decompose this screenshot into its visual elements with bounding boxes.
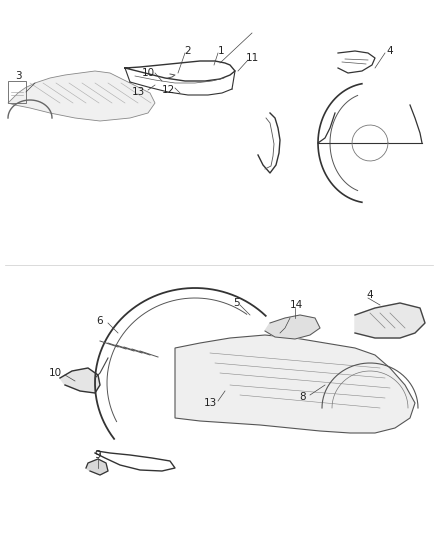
Text: 12: 12	[161, 85, 175, 95]
Polygon shape	[355, 303, 425, 338]
Text: 1: 1	[218, 46, 224, 56]
Polygon shape	[175, 335, 415, 433]
Text: 2: 2	[185, 46, 191, 56]
Bar	[8, 81, 26, 103]
Text: 14: 14	[290, 300, 303, 310]
Polygon shape	[60, 368, 100, 393]
Text: 4: 4	[367, 290, 373, 300]
Text: 4: 4	[387, 46, 393, 56]
Text: 10: 10	[49, 368, 62, 378]
Text: 3: 3	[15, 71, 21, 81]
Polygon shape	[8, 71, 155, 121]
Polygon shape	[86, 459, 108, 475]
Text: 13: 13	[203, 398, 217, 408]
Text: 8: 8	[300, 392, 306, 402]
Polygon shape	[265, 315, 320, 339]
Text: 13: 13	[131, 87, 145, 97]
Text: 9: 9	[95, 450, 101, 460]
Text: 11: 11	[245, 53, 258, 63]
Text: 10: 10	[141, 68, 155, 78]
Text: 6: 6	[97, 316, 103, 326]
Text: 5: 5	[233, 298, 239, 308]
